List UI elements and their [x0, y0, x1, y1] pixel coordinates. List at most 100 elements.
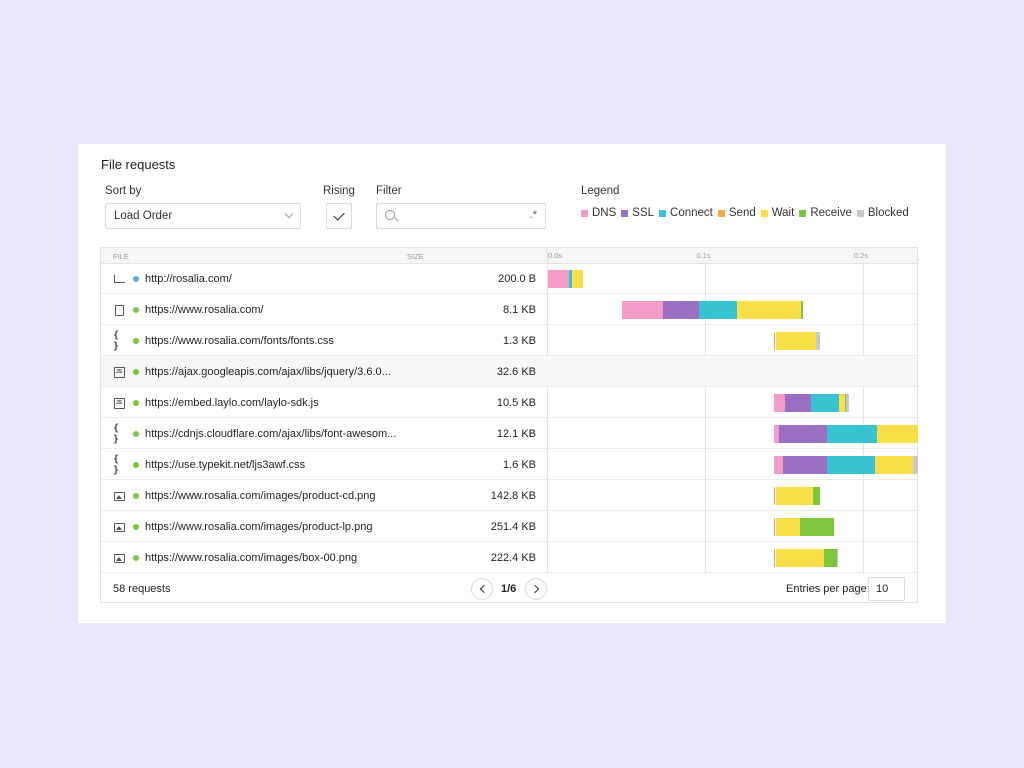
- request-url: https://www.rosalia.com/images/box-00.pn…: [145, 552, 358, 564]
- table-header: FILE SIZE 0.0s 0.1s 0.2s: [101, 248, 917, 264]
- timing-bar-send: [773, 332, 776, 350]
- timing-bar-wait: [572, 270, 583, 288]
- file-type-icon-wrap: { }: [113, 330, 125, 352]
- timing-bar-send: [773, 487, 776, 505]
- legend-label: Connect: [670, 207, 713, 219]
- request-url: https://cdnjs.cloudflare.com/ajax/libs/f…: [145, 428, 397, 440]
- legend-label: Send: [728, 207, 756, 219]
- status-dot: [133, 307, 139, 313]
- table-row[interactable]: https://www.rosalia.com/8.1 KB: [101, 295, 917, 325]
- timeline-gridline: [862, 264, 864, 574]
- timing-bar-dns: [548, 270, 570, 288]
- timing-bar-receive: [799, 518, 834, 536]
- timing-bar-dns: [773, 456, 783, 474]
- css-file-icon: { }: [113, 454, 120, 476]
- table-row[interactable]: { } https://www.rosalia.com/fonts/fonts.c…: [101, 326, 917, 356]
- request-url: https://embed.laylo.com/laylo-sdk.js: [145, 397, 319, 409]
- status-dot: [133, 462, 139, 468]
- timing-bar-wait: [775, 518, 800, 536]
- timing-bar-dns: [773, 425, 779, 443]
- table-row[interactable]: { } https://use.typekit.net/ljs3awf.css 1.…: [101, 450, 917, 480]
- legend-swatch: [799, 209, 807, 217]
- request-size: 10.5 KB: [496, 397, 536, 409]
- chevron-right-icon: [530, 584, 540, 594]
- request-url: https://www.rosalia.com/fonts/fonts.css: [145, 335, 334, 347]
- request-size: 200.0 B: [498, 273, 536, 285]
- chevron-down-icon: [284, 209, 294, 219]
- timing-bar-wait: [775, 549, 825, 567]
- timing-bar-send: [773, 518, 776, 536]
- timing-bar-wait: [839, 394, 845, 412]
- table-row[interactable]: JS https://embed.laylo.com/laylo-sdk.js 10…: [101, 388, 917, 418]
- timing-bar-ssl: [778, 425, 827, 443]
- legend-swatch: [659, 209, 667, 217]
- rising-checkbox[interactable]: [326, 203, 352, 229]
- column-file: FILE: [113, 252, 129, 261]
- legend-label: Receive: [810, 207, 852, 219]
- timing-bar-connect: [826, 456, 876, 474]
- status-dot: [133, 524, 139, 530]
- legend-label: Legend: [581, 185, 620, 197]
- timeline-tick-label: 0.1s: [696, 251, 711, 260]
- checkmark-icon: [333, 208, 345, 221]
- status-dot: [133, 400, 139, 406]
- legend-label: SSL: [632, 207, 655, 219]
- table-row[interactable]: https://www.rosalia.com/images/product-l…: [101, 512, 917, 542]
- legend-label: Blocked: [867, 207, 909, 219]
- legend-item-dns: DNS: [581, 207, 616, 219]
- file-type-icon-wrap: { }: [113, 423, 125, 445]
- timing-bar-blocked: [815, 332, 820, 350]
- regex-toggle[interactable]: .*: [529, 209, 537, 221]
- timing-bar-ssl: [662, 301, 700, 319]
- table-row[interactable]: { } https://cdnjs.cloudflare.com/ajax/lib…: [101, 419, 917, 449]
- previous-page-button[interactable]: [471, 578, 493, 600]
- filter-label: Filter: [376, 185, 402, 197]
- status-dot: [133, 369, 139, 375]
- request-size: 251.4 KB: [490, 521, 536, 533]
- redirect-icon: [113, 275, 125, 283]
- timing-bar-connect: [810, 394, 840, 412]
- table-row[interactable]: http://rosalia.com/200.0 B: [101, 264, 917, 294]
- search-icon: [385, 210, 395, 220]
- table-row[interactable]: https://www.rosalia.com/images/box-00.pn…: [101, 543, 917, 573]
- filter-input[interactable]: .*: [376, 203, 546, 229]
- file-type-icon-wrap: [113, 521, 125, 533]
- timing-bar-wait: [877, 425, 918, 443]
- sort-select[interactable]: Load Order: [105, 203, 301, 229]
- js-file-icon: JS: [113, 366, 125, 378]
- legend: DNS SSL Connect Send Wait Receive Blocked: [581, 207, 914, 219]
- legend-label: Wait: [771, 207, 795, 219]
- next-page-button[interactable]: [525, 578, 547, 600]
- timing-bar-wait: [775, 332, 816, 350]
- entries-per-page-label: Entries per page:: [786, 583, 870, 595]
- timeline-gridline: [705, 264, 707, 574]
- table-row[interactable]: https://www.rosalia.com/images/product-c…: [101, 481, 917, 511]
- css-file-icon: { }: [113, 330, 120, 352]
- file-type-icon-wrap: JS: [113, 366, 125, 378]
- image-icon: [113, 491, 125, 501]
- timing-bar-receive: [824, 549, 837, 567]
- file-type-icon-wrap: JS: [113, 397, 125, 409]
- file-type-icon-wrap: [113, 304, 125, 316]
- entries-per-page-input[interactable]: 10: [868, 577, 905, 601]
- page-indicator: 1/6: [501, 583, 517, 595]
- request-size: 1.6 KB: [502, 459, 536, 471]
- timing-bar-wait: [775, 487, 813, 505]
- file-type-icon-wrap: { }: [113, 454, 125, 476]
- js-file-icon: JS: [113, 397, 125, 409]
- legend-swatch: [856, 209, 864, 217]
- request-size: 1.3 KB: [502, 335, 536, 347]
- request-size: 12.1 KB: [496, 428, 536, 440]
- legend-swatch: [717, 209, 725, 217]
- status-dot: [133, 431, 139, 437]
- sort-select-value: Load Order: [114, 210, 173, 222]
- timing-bar-connect: [569, 270, 573, 288]
- timing-bar-receive: [844, 394, 846, 412]
- table-row[interactable]: JS https://ajax.googleapis.com/ajax/libs/…: [101, 357, 917, 387]
- status-dot: [133, 338, 139, 344]
- file-type-icon-wrap: [113, 552, 125, 564]
- css-file-icon: { }: [113, 423, 120, 445]
- column-size: SIZE: [407, 252, 424, 261]
- timeline-tick-label: 0.2s: [853, 251, 869, 260]
- timing-bar-send: [773, 549, 776, 567]
